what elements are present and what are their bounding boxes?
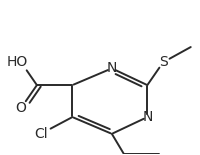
- Text: N: N: [142, 110, 153, 124]
- Text: S: S: [159, 55, 167, 69]
- Text: Cl: Cl: [34, 127, 48, 141]
- Text: O: O: [16, 101, 27, 115]
- Text: HO: HO: [7, 55, 28, 69]
- Text: N: N: [107, 61, 117, 75]
